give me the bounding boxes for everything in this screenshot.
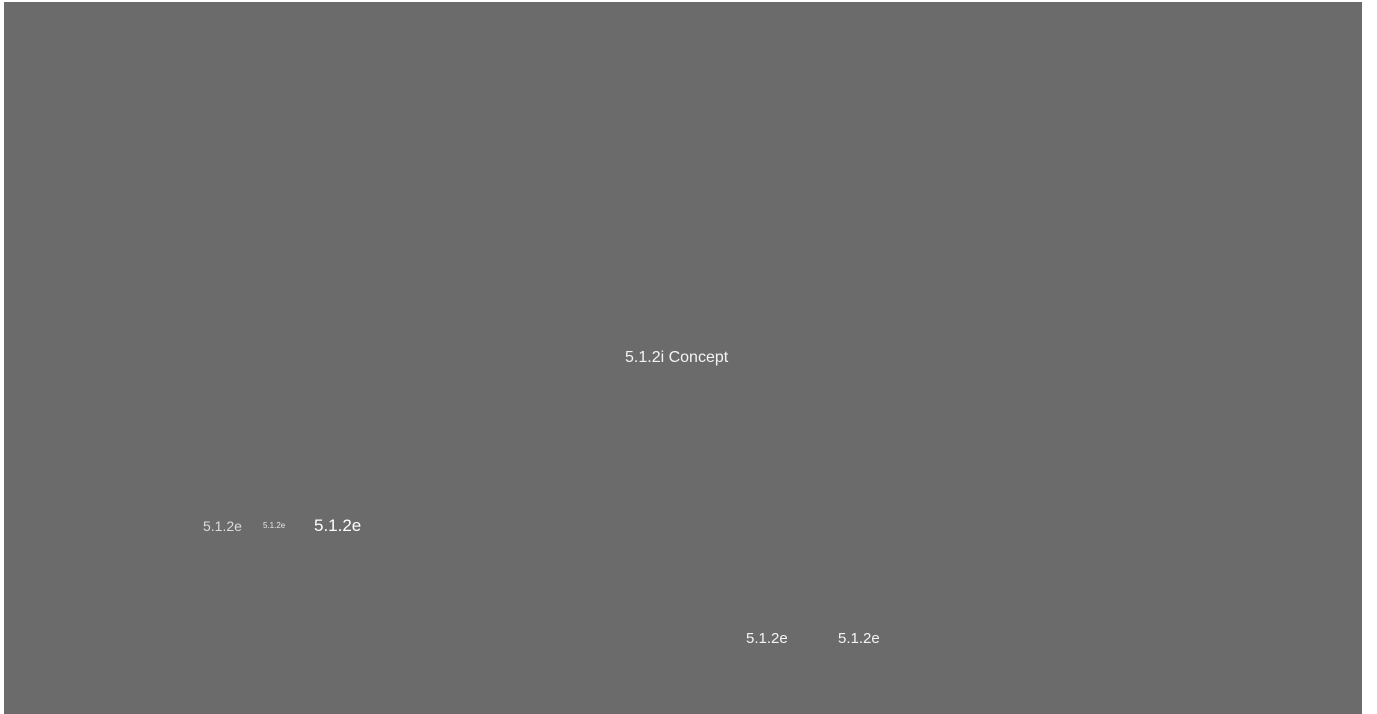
label-5-1-2e-large: 5.1.2e — [314, 516, 362, 535]
label-5-1-2e-tiny: 5.1.2e — [263, 521, 286, 530]
canvas: 5.1.2i Concept 5.1.2e 5.1.2e 5.1.2e 5.1.… — [4, 2, 1362, 714]
label-5-1-2e-right-2: 5.1.2e — [838, 630, 880, 647]
label-5-1-2e-small: 5.1.2e — [203, 518, 242, 534]
concept-label: 5.1.2i Concept — [625, 349, 729, 366]
label-5-1-2e-right-1: 5.1.2e — [746, 630, 788, 647]
